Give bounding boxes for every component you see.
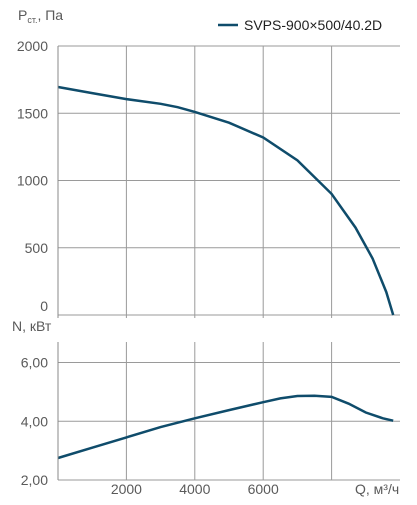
pressure-axis-title-sub: ст. <box>27 15 37 25</box>
legend-label: SVPS-900×500/40.2D <box>244 17 382 33</box>
pressure-tick-label: 0 <box>40 298 48 314</box>
legend: SVPS-900×500/40.2D <box>218 17 382 33</box>
power-tick-label: 6,00 <box>21 355 48 371</box>
flow-tick-label: 6000 <box>248 481 279 497</box>
pressure-tick-label: 1500 <box>17 105 48 121</box>
power-x-ticks: 2000 4000 6000 <box>111 481 279 497</box>
pressure-axis-title: Pст., Па <box>18 7 63 25</box>
pressure-axis-title-main: P <box>18 7 27 23</box>
power-y-ticks: 2,00 4,00 6,00 <box>21 355 48 488</box>
pressure-grid <box>58 45 400 318</box>
pressure-curve <box>57 85 395 316</box>
power-panel: N, кВт 2,00 4,00 6,00 2000 4000 6000 Q, м³/ч <box>12 318 400 497</box>
power-tick-label: 2,00 <box>21 472 48 488</box>
power-grid <box>58 342 400 481</box>
pressure-panel: Pст., Па 0 500 1000 1500 2000 <box>17 7 400 318</box>
pressure-axis-title-suffix: , Па <box>37 7 63 23</box>
pressure-tick-label: 1000 <box>17 173 48 189</box>
pressure-y-ticks: 0 500 1000 1500 2000 <box>17 38 48 314</box>
flow-tick-label: 2000 <box>111 481 142 497</box>
flow-tick-label: 4000 <box>179 481 210 497</box>
power-tick-label: 4,00 <box>21 413 48 429</box>
flow-axis-title: Q, м³/ч <box>355 481 399 497</box>
pressure-tick-label: 500 <box>25 240 49 256</box>
power-axis-title: N, кВт <box>12 318 52 334</box>
power-curve <box>57 394 394 460</box>
pressure-tick-label: 2000 <box>17 38 48 54</box>
